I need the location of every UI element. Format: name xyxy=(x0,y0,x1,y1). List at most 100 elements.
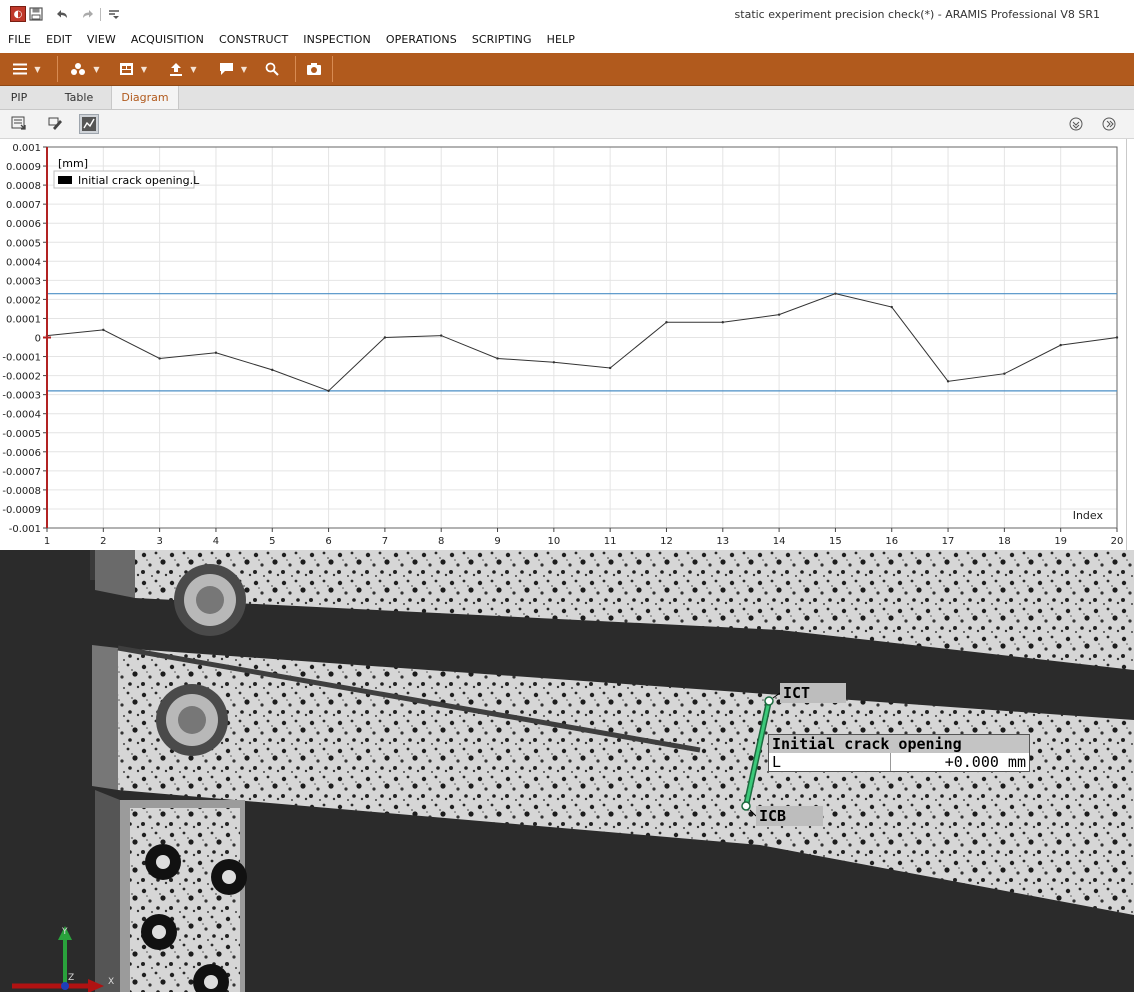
divider xyxy=(295,56,296,82)
data-point[interactable] xyxy=(1115,336,1119,339)
data-point[interactable] xyxy=(721,321,724,324)
export-icon xyxy=(170,62,183,76)
z-axis-marker xyxy=(61,982,69,990)
data-point[interactable] xyxy=(552,361,556,364)
chevron-down-icon: ▼ xyxy=(240,64,248,74)
data-point[interactable] xyxy=(834,292,837,295)
y-tick-label: 0.0009 xyxy=(6,162,41,173)
undo-icon[interactable] xyxy=(54,6,70,22)
redo-icon[interactable] xyxy=(80,6,96,22)
series-line[interactable] xyxy=(46,293,1118,392)
point-ict-marker[interactable] xyxy=(764,696,774,706)
app-logo-icon[interactable]: ◐ xyxy=(10,6,26,22)
point-label-ict[interactable]: ICT xyxy=(780,683,846,703)
x-tick-label: 18 xyxy=(998,536,1011,547)
data-point[interactable] xyxy=(777,313,781,316)
chevron-down-icon: ▼ xyxy=(190,64,197,74)
camera-view[interactable] xyxy=(0,550,1134,992)
menu-help[interactable]: HELP xyxy=(546,33,576,46)
y-tick-label: 0 xyxy=(35,334,41,345)
data-point[interactable] xyxy=(214,351,218,354)
reference-lines xyxy=(47,293,1117,392)
tab-diagram[interactable]: Diagram xyxy=(111,86,179,109)
divider xyxy=(57,56,58,82)
menu-inspection[interactable]: INSPECTION xyxy=(303,33,371,46)
data-point[interactable] xyxy=(383,336,387,339)
y-tick-label: 0.0002 xyxy=(6,295,41,306)
tab-table[interactable]: Table xyxy=(64,91,94,104)
diagram-view-button[interactable] xyxy=(79,114,99,134)
y-axis-label: Y xyxy=(61,927,68,937)
view-tabs: PIP Table Diagram xyxy=(0,86,1134,110)
y-axis: 0.001 0.0009 0.0008 0.0007 0.0006 0.0005 0.000… xyxy=(2,143,51,535)
line-chart[interactable]: 0.001 0.0009 0.0008 0.0007 0.0006 0.0005 0.000… xyxy=(0,139,1126,550)
chevron-down-icon: ▼ xyxy=(93,64,100,74)
data-point[interactable] xyxy=(440,334,443,337)
window-button[interactable]: ▼ xyxy=(114,53,152,85)
x-tick-label: 5 xyxy=(269,536,275,547)
diagram-edit-button[interactable] xyxy=(46,114,66,134)
y-tick-label: -0.0005 xyxy=(2,429,41,440)
data-point[interactable] xyxy=(271,368,274,372)
chevron-down-icon: ▼ xyxy=(34,64,41,74)
data-point[interactable] xyxy=(327,389,330,393)
diagram-panel: 0.001 0.0009 0.0008 0.0007 0.0006 0.0005 0.000… xyxy=(0,139,1127,550)
y-tick-label: -0.0002 xyxy=(2,372,41,383)
y-tick-label: 0.0007 xyxy=(6,200,41,211)
export-button[interactable]: ▼ xyxy=(164,53,202,85)
data-point[interactable] xyxy=(158,357,161,360)
diagram-toolbar xyxy=(0,110,1134,139)
legend-label: Initial crack opening.L xyxy=(78,174,200,187)
y-tick-label: -0.001 xyxy=(9,524,41,535)
specimen-image xyxy=(0,550,1134,992)
y-tick-label: 0.0003 xyxy=(6,276,41,287)
point-icb-marker[interactable] xyxy=(741,801,751,811)
y-tick-label: -0.0008 xyxy=(2,486,41,497)
point-label-icb[interactable]: ICB xyxy=(756,806,823,826)
tab-pip[interactable]: PIP xyxy=(10,91,28,104)
y-tick-label: 0.0001 xyxy=(6,314,41,325)
data-point[interactable] xyxy=(890,305,893,309)
menu-view[interactable]: VIEW xyxy=(86,33,116,46)
save-icon[interactable] xyxy=(28,6,44,22)
menu-scripting[interactable]: SCRIPTING xyxy=(471,33,532,46)
x-tick-label: 19 xyxy=(1054,536,1067,547)
window-icon xyxy=(119,63,133,75)
data-point[interactable] xyxy=(102,328,105,332)
diagram-view-icon xyxy=(82,117,96,131)
chevron-down-icon: ▼ xyxy=(140,64,148,74)
menu-acquisition[interactable]: ACQUISITION xyxy=(130,33,205,46)
data-point[interactable] xyxy=(1003,372,1006,375)
components-button[interactable]: ▼ xyxy=(66,53,104,85)
x-tick-label: 12 xyxy=(660,536,673,547)
measurement-label[interactable]: Initial crack opening L +0.000 mm xyxy=(768,734,1030,772)
menu-construct[interactable]: CONSTRUCT xyxy=(219,33,289,46)
diagram-export-icon xyxy=(11,116,26,130)
y-tick-label: -0.0004 xyxy=(2,410,41,421)
collapse-icon[interactable] xyxy=(1066,114,1086,134)
measurement-line[interactable] xyxy=(744,700,771,807)
menu-operations[interactable]: OPERATIONS xyxy=(385,33,457,46)
menu-edit[interactable]: EDIT xyxy=(46,33,72,46)
diagram-export-button[interactable] xyxy=(9,114,29,134)
menu-file[interactable]: FILE xyxy=(8,33,32,46)
diagram-edit-icon xyxy=(48,117,62,130)
data-point[interactable] xyxy=(1059,343,1062,347)
y-tick-label: -0.0007 xyxy=(2,467,41,478)
expand-icon[interactable] xyxy=(1099,114,1119,134)
customize-icon[interactable] xyxy=(106,6,122,22)
y-tick-label: 0.0004 xyxy=(6,257,41,268)
x-axis-label-triad: X xyxy=(108,977,114,987)
data-point[interactable] xyxy=(496,357,499,360)
data-point[interactable] xyxy=(608,366,612,370)
y-tick-label: 0.0005 xyxy=(6,238,41,249)
hamburger-menu-button[interactable]: ▼ xyxy=(8,53,46,85)
data-point[interactable] xyxy=(946,380,950,383)
x-tick-label: 8 xyxy=(438,536,444,547)
report-button[interactable]: ▼ xyxy=(214,53,252,85)
data-point[interactable] xyxy=(665,321,668,324)
x-tick-label: 9 xyxy=(494,536,500,547)
camera-button[interactable] xyxy=(302,53,326,85)
search-button[interactable] xyxy=(260,53,284,85)
z-axis-label: Z xyxy=(68,973,74,983)
